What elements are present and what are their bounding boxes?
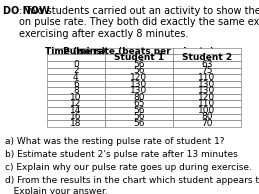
Text: a) What was the resting pulse rate of student 1?: a) What was the resting pulse rate of st… [5,137,225,146]
Text: : Two students carried out an activity to show the effect of exercise
on pulse r: : Two students carried out an activity t… [19,6,259,39]
Text: c) Explain why our pulse rate goes up during exercise.: c) Explain why our pulse rate goes up du… [5,163,252,172]
Text: DO NOW: DO NOW [3,6,49,16]
Text: Explain your answer.: Explain your answer. [5,187,108,194]
Text: b) Estimate student 2’s pulse rate after 13 minutes: b) Estimate student 2’s pulse rate after… [5,150,238,159]
Text: d) From the results in the chart which student appears to be the fittest?: d) From the results in the chart which s… [5,176,259,185]
